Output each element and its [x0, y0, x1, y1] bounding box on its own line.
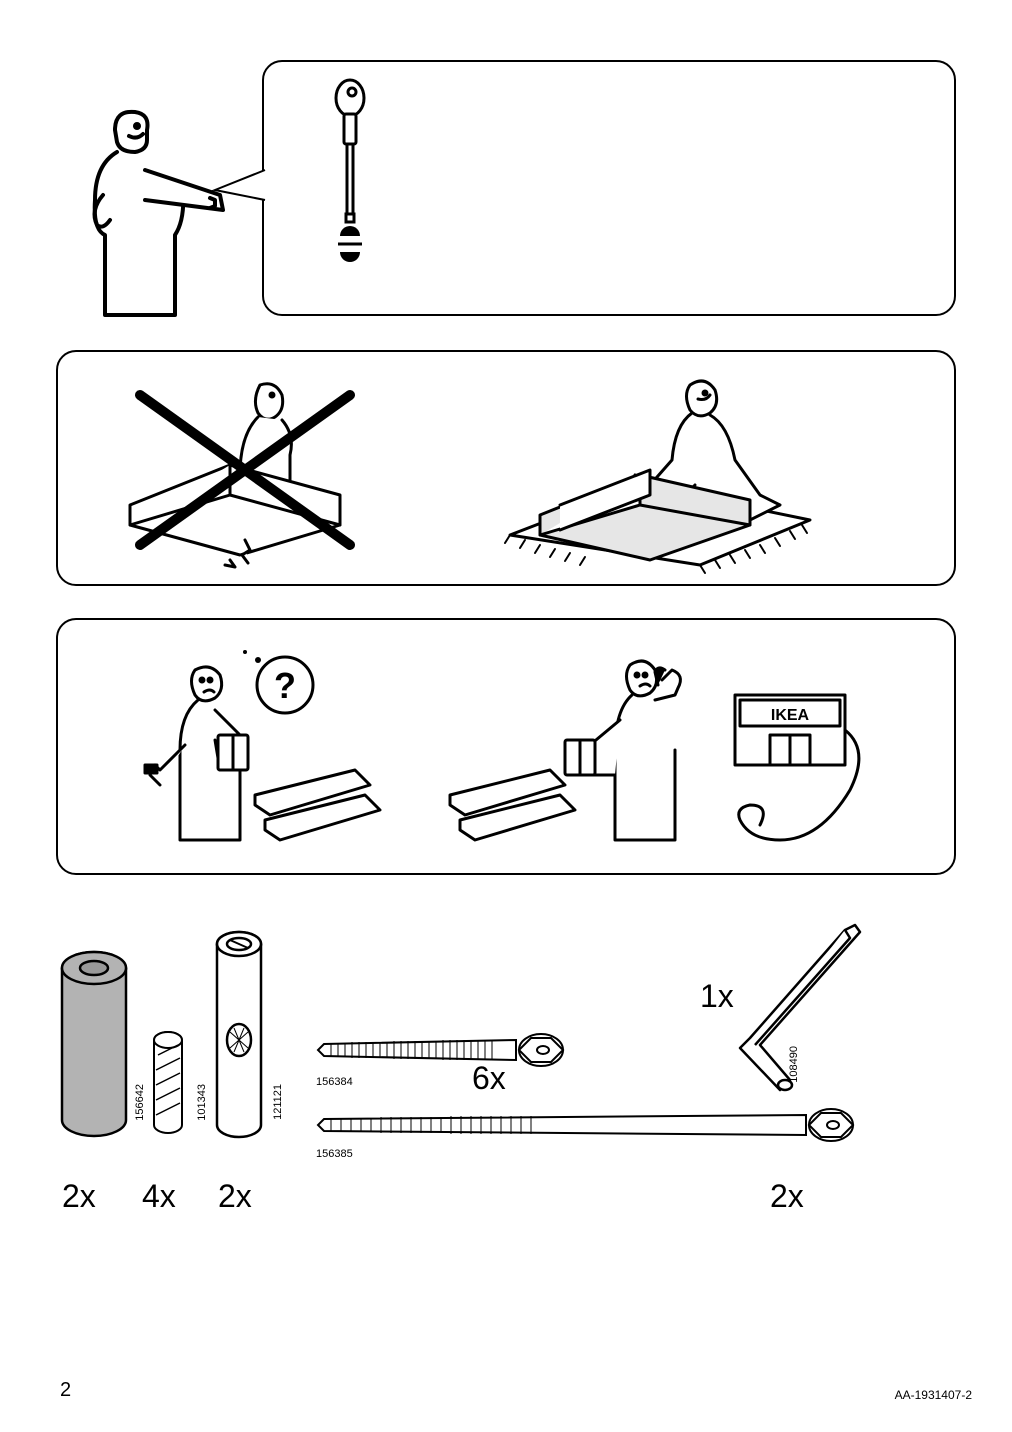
page-container: ? IKEA [0, 0, 1012, 1432]
part-qty-4: 6x [472, 1060, 506, 1097]
confused-person-icon: ? [110, 640, 410, 860]
part-code-6: 108490 [788, 1046, 800, 1083]
part-code-1: 156642 [134, 1084, 146, 1121]
part-qty-1: 2x [62, 1178, 96, 1215]
part-dowel-icon [148, 1030, 188, 1140]
part-qty-5: 2x [770, 1178, 804, 1215]
page-number: 2 [60, 1379, 71, 1402]
call-ikea-icon: IKEA [440, 640, 940, 860]
part-code-2: 101343 [196, 1084, 208, 1121]
part-code-5: 156385 [316, 1148, 353, 1160]
part-qty-6: 1x [700, 978, 734, 1015]
part-qty-3: 2x [218, 1178, 252, 1215]
ikea-store-label: IKEA [771, 707, 810, 724]
part-cam-nut-icon [212, 930, 267, 1140]
correct-assembly-icon [500, 365, 820, 575]
part-cylinder-gray-icon [58, 950, 130, 1140]
part-bolt-short-icon [316, 1030, 566, 1070]
speech-tail-icon [210, 160, 270, 220]
part-code-3: 121121 [272, 1084, 284, 1120]
part-qty-2: 4x [142, 1178, 176, 1215]
svg-text:?: ? [274, 665, 296, 706]
screwdriver-icon [320, 78, 380, 268]
wrong-assembly-icon [110, 365, 380, 575]
part-bolt-long-icon [316, 1105, 856, 1145]
document-id: AA-1931407-2 [895, 1388, 972, 1402]
part-code-4: 156384 [316, 1076, 353, 1088]
